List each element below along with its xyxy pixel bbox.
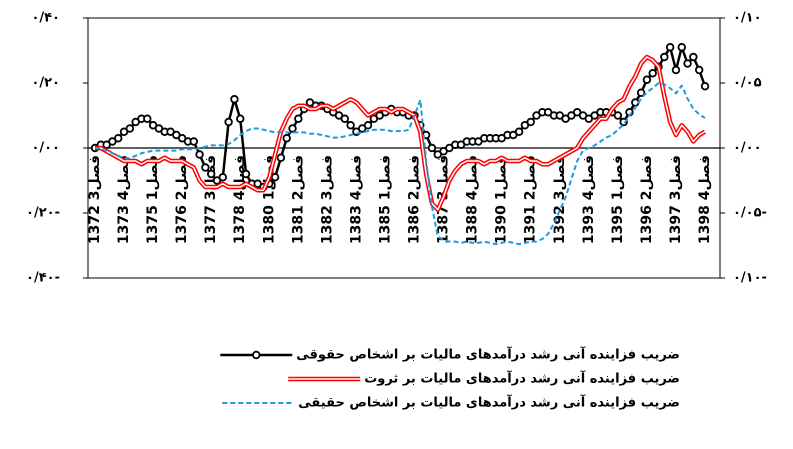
series-marker	[665, 43, 675, 52]
x-tick-label: فصل1 1390	[494, 155, 510, 244]
legend-label: ضریب فزاینده آنی رشد درآمدهای مالیات بر …	[296, 346, 680, 363]
x-tick-label: فصل2 1381	[290, 155, 306, 244]
series-marker	[340, 114, 350, 123]
series-line-inner	[95, 56, 706, 211]
x-tick-label: فصل4 1383	[348, 155, 364, 244]
series-marker	[683, 59, 692, 68]
series-marker	[230, 95, 239, 104]
series-marker	[648, 69, 657, 78]
y2-tick-label: ۰/۰۰	[733, 141, 762, 156]
y-tick-label: ۰/۴۰	[31, 11, 60, 26]
series-marker	[294, 114, 303, 123]
series-marker	[514, 127, 524, 136]
y2-tick-label: ۰/۱۰	[733, 11, 762, 26]
y-tick-label: ۰/۲۰-	[26, 206, 60, 221]
x-tick-label: فصل2 1391	[523, 155, 539, 244]
series-marker	[288, 124, 297, 133]
series-marker	[282, 134, 291, 143]
x-tick-label: فصل2 1396	[639, 155, 655, 244]
series-marker	[526, 117, 535, 127]
series-marker	[677, 43, 686, 52]
x-tick-label: فصل2 1386	[407, 155, 423, 244]
y-tick-label: ۰/۴۰-	[26, 271, 60, 286]
x-tick-label: فصل4 1373	[116, 155, 132, 244]
series-marker	[694, 65, 704, 75]
legend-label: ضریب فزاینده آنی رشد درآمدهای مالیات بر …	[364, 370, 680, 387]
x-tick-label: فصل3 1392	[552, 155, 568, 244]
y2-tick-label: ۰/۱۰-	[733, 271, 767, 286]
series-marker	[427, 143, 437, 153]
legend-marker	[252, 350, 261, 360]
series-marker	[363, 121, 373, 130]
x-tick-label: فصل1 1375	[145, 155, 161, 244]
series-marker	[700, 82, 710, 91]
legend-label: ضریب فزاینده آنی رشد درآمدهای مالیات بر …	[298, 394, 680, 411]
y2-tick-label: ۰/۰۵	[733, 76, 762, 91]
series-marker	[270, 173, 280, 182]
series-marker	[114, 134, 123, 143]
series-marker	[206, 169, 216, 179]
x-tick-label: فصل4 1388	[465, 155, 481, 244]
series-marker	[671, 65, 681, 75]
series-marker	[224, 117, 233, 127]
series-marker	[143, 114, 152, 123]
series-marker	[125, 124, 135, 133]
x-tick-label: فصل2 1376	[174, 155, 190, 244]
series-marker	[689, 52, 698, 62]
series-marker	[276, 153, 286, 162]
x-tick-label: فصل3 1372	[87, 155, 103, 244]
series-line	[95, 82, 706, 246]
series-marker	[189, 137, 198, 146]
y2-tick-label: ۰/۰۵-	[733, 206, 767, 221]
series-marker	[642, 75, 652, 84]
x-tick-label: فصل3 1382	[319, 155, 335, 244]
series-marker	[660, 52, 669, 62]
series-marker	[218, 173, 228, 182]
series-marker	[241, 169, 251, 179]
series-marker	[195, 150, 204, 159]
x-tick-label: فصل1 1395	[610, 155, 626, 244]
x-tick-label: فصل3 1397	[668, 155, 684, 244]
series-marker	[236, 114, 245, 123]
series-marker	[201, 163, 210, 172]
series-marker	[636, 88, 646, 97]
x-tick-label: فصل4 1393	[581, 155, 597, 244]
series-marker	[346, 121, 355, 130]
x-tick-label: فصل1 1385	[377, 155, 393, 244]
y-tick-label: ۰/۲۰	[31, 76, 60, 91]
y-tick-label: ۰/۰۰	[31, 141, 60, 156]
x-tick-label: فصل4 1398	[697, 155, 713, 244]
series-marker	[613, 111, 623, 120]
